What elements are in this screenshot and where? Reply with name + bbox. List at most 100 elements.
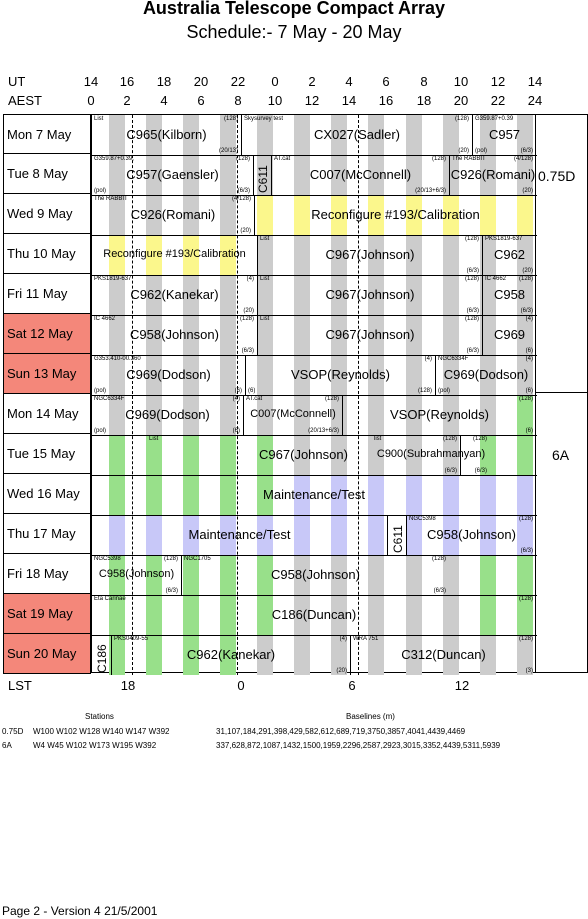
time-band <box>480 395 496 435</box>
schedule-block: C967(Johnson) List (128) (6/3) <box>258 315 483 355</box>
time-band <box>443 235 459 275</box>
block-annotation: (20/13) <box>218 148 238 154</box>
block-annotation: (4/128) <box>231 196 251 202</box>
project-name: VSOP(Reynolds) <box>390 407 489 422</box>
time-band <box>517 235 533 275</box>
time-band <box>294 275 310 315</box>
row-divider <box>92 475 537 476</box>
row-divider <box>92 355 537 356</box>
block-annotation: List <box>149 436 159 442</box>
lst-tick-label: 12 <box>454 678 470 693</box>
page-title: Australia Telescope Compact Array <box>142 0 446 18</box>
block-annotation: List <box>260 236 270 242</box>
block-annotation: (6) <box>525 388 533 394</box>
time-band <box>331 235 347 275</box>
time-band <box>220 635 236 675</box>
time-band <box>443 355 459 395</box>
day-row-label-cell: Mon 14 May <box>3 394 91 434</box>
time-band <box>257 315 273 355</box>
time-band <box>368 635 384 675</box>
time-band <box>517 475 533 515</box>
ut-tick-label: 20 <box>193 74 209 89</box>
time-band <box>331 555 347 595</box>
aest-tick-label: 22 <box>490 93 506 108</box>
project-name: Reconfigure #193/Calibration <box>311 207 480 222</box>
block-annotation: (4) <box>525 316 533 322</box>
block-annotation: (128) <box>454 116 469 122</box>
time-band <box>257 195 273 235</box>
time-band <box>368 155 384 195</box>
schedule-block: C962(Kanekar) PKS0409-55 (4) (20) <box>112 635 351 675</box>
block-annotation: (20) <box>243 308 254 314</box>
schedule-subtitle: Schedule:- 7 May - 20 May <box>186 22 402 42</box>
time-band <box>406 515 422 555</box>
project-name: C958(Johnson) <box>427 527 516 542</box>
time-band <box>480 555 496 595</box>
time-band <box>220 315 236 355</box>
day-label: Tue 15 May <box>7 446 76 461</box>
schedule-block: C926(Romani) The RABBIT (4/128) (20) <box>450 155 536 195</box>
time-band <box>294 555 310 595</box>
time-band <box>368 275 384 315</box>
time-band <box>517 195 533 235</box>
schedule-block: C965(Kilborn) List (128) (20/13) <box>92 115 242 155</box>
block-annotation: (6) <box>234 388 242 394</box>
block-annotation: (6) <box>525 428 533 434</box>
time-band <box>331 275 347 315</box>
time-band <box>480 515 496 555</box>
block-annotation: IC 4662 <box>94 316 116 322</box>
time-band <box>406 475 422 515</box>
time-band <box>257 115 273 155</box>
block-annotation: (128) <box>417 388 432 394</box>
block-annotation: NGC5398 <box>409 516 436 522</box>
schedule-block: C958(Johnson) NGC1705 (128) (6/3) <box>182 555 449 595</box>
day-row-label-cell: Sat 12 May <box>3 314 91 354</box>
time-band <box>109 275 125 315</box>
project-name: C965(Kilborn) <box>126 127 207 142</box>
block-annotation: Eta Carinae <box>94 596 126 602</box>
schedule-block: C007(McConnell) AT.cat (128) (20/13+6/3) <box>272 155 450 195</box>
project-name: C900(Subrahmanyan) <box>376 448 486 460</box>
aest-tick-label: 18 <box>416 93 432 108</box>
block-annotation: The RABBIT <box>452 156 486 162</box>
time-band <box>294 315 310 355</box>
schedule-block: C186(Duncan) Eta Carinae (128) <box>92 595 536 635</box>
time-band <box>443 155 459 195</box>
time-band <box>517 395 533 435</box>
schedule-block: C611 <box>388 515 407 555</box>
lst-guide-line <box>237 115 238 675</box>
time-band <box>331 475 347 515</box>
time-band <box>443 315 459 355</box>
project-name: C967(Johnson) <box>325 327 415 342</box>
time-band <box>480 195 496 235</box>
time-band <box>257 395 273 435</box>
day-row-label-cell: Fri 18 May <box>3 554 91 594</box>
schedule-block: C958(Johnson) NGC5398 (128) (6/3) <box>92 555 182 595</box>
time-band <box>294 435 310 475</box>
schedule-block: C900(Subrahmanyan) list (128) (6/3) <box>372 435 490 475</box>
schedule-block: C967(Johnson) List (128) (6/3) <box>147 435 461 475</box>
time-band <box>109 315 125 355</box>
time-band <box>331 395 347 435</box>
block-annotation: NGC6334F <box>94 396 125 402</box>
time-band <box>257 275 273 315</box>
config-array-6a: 6A <box>2 741 12 750</box>
aest-axis-label: AEST <box>8 93 42 108</box>
block-annotation: (128) <box>223 116 238 122</box>
schedule-block: C958(Johnson) NGC5398 (128) (6/3) <box>407 515 536 555</box>
row-divider <box>92 155 537 156</box>
aest-tick-label: 14 <box>341 93 357 108</box>
day-row-label-cell: Tue 8 May <box>3 154 91 194</box>
time-band <box>443 555 459 595</box>
time-band <box>443 435 459 475</box>
block-annotation: (20/13+6/3) <box>415 188 446 194</box>
time-band <box>443 515 459 555</box>
time-band <box>220 395 236 435</box>
time-band <box>368 395 384 435</box>
block-annotation: (128) <box>431 556 446 562</box>
stations-header: Stations <box>85 712 114 721</box>
block-annotation: (6/3) <box>165 588 178 594</box>
time-band <box>183 395 199 435</box>
day-row-label-cell: Thu 17 May <box>3 514 91 554</box>
